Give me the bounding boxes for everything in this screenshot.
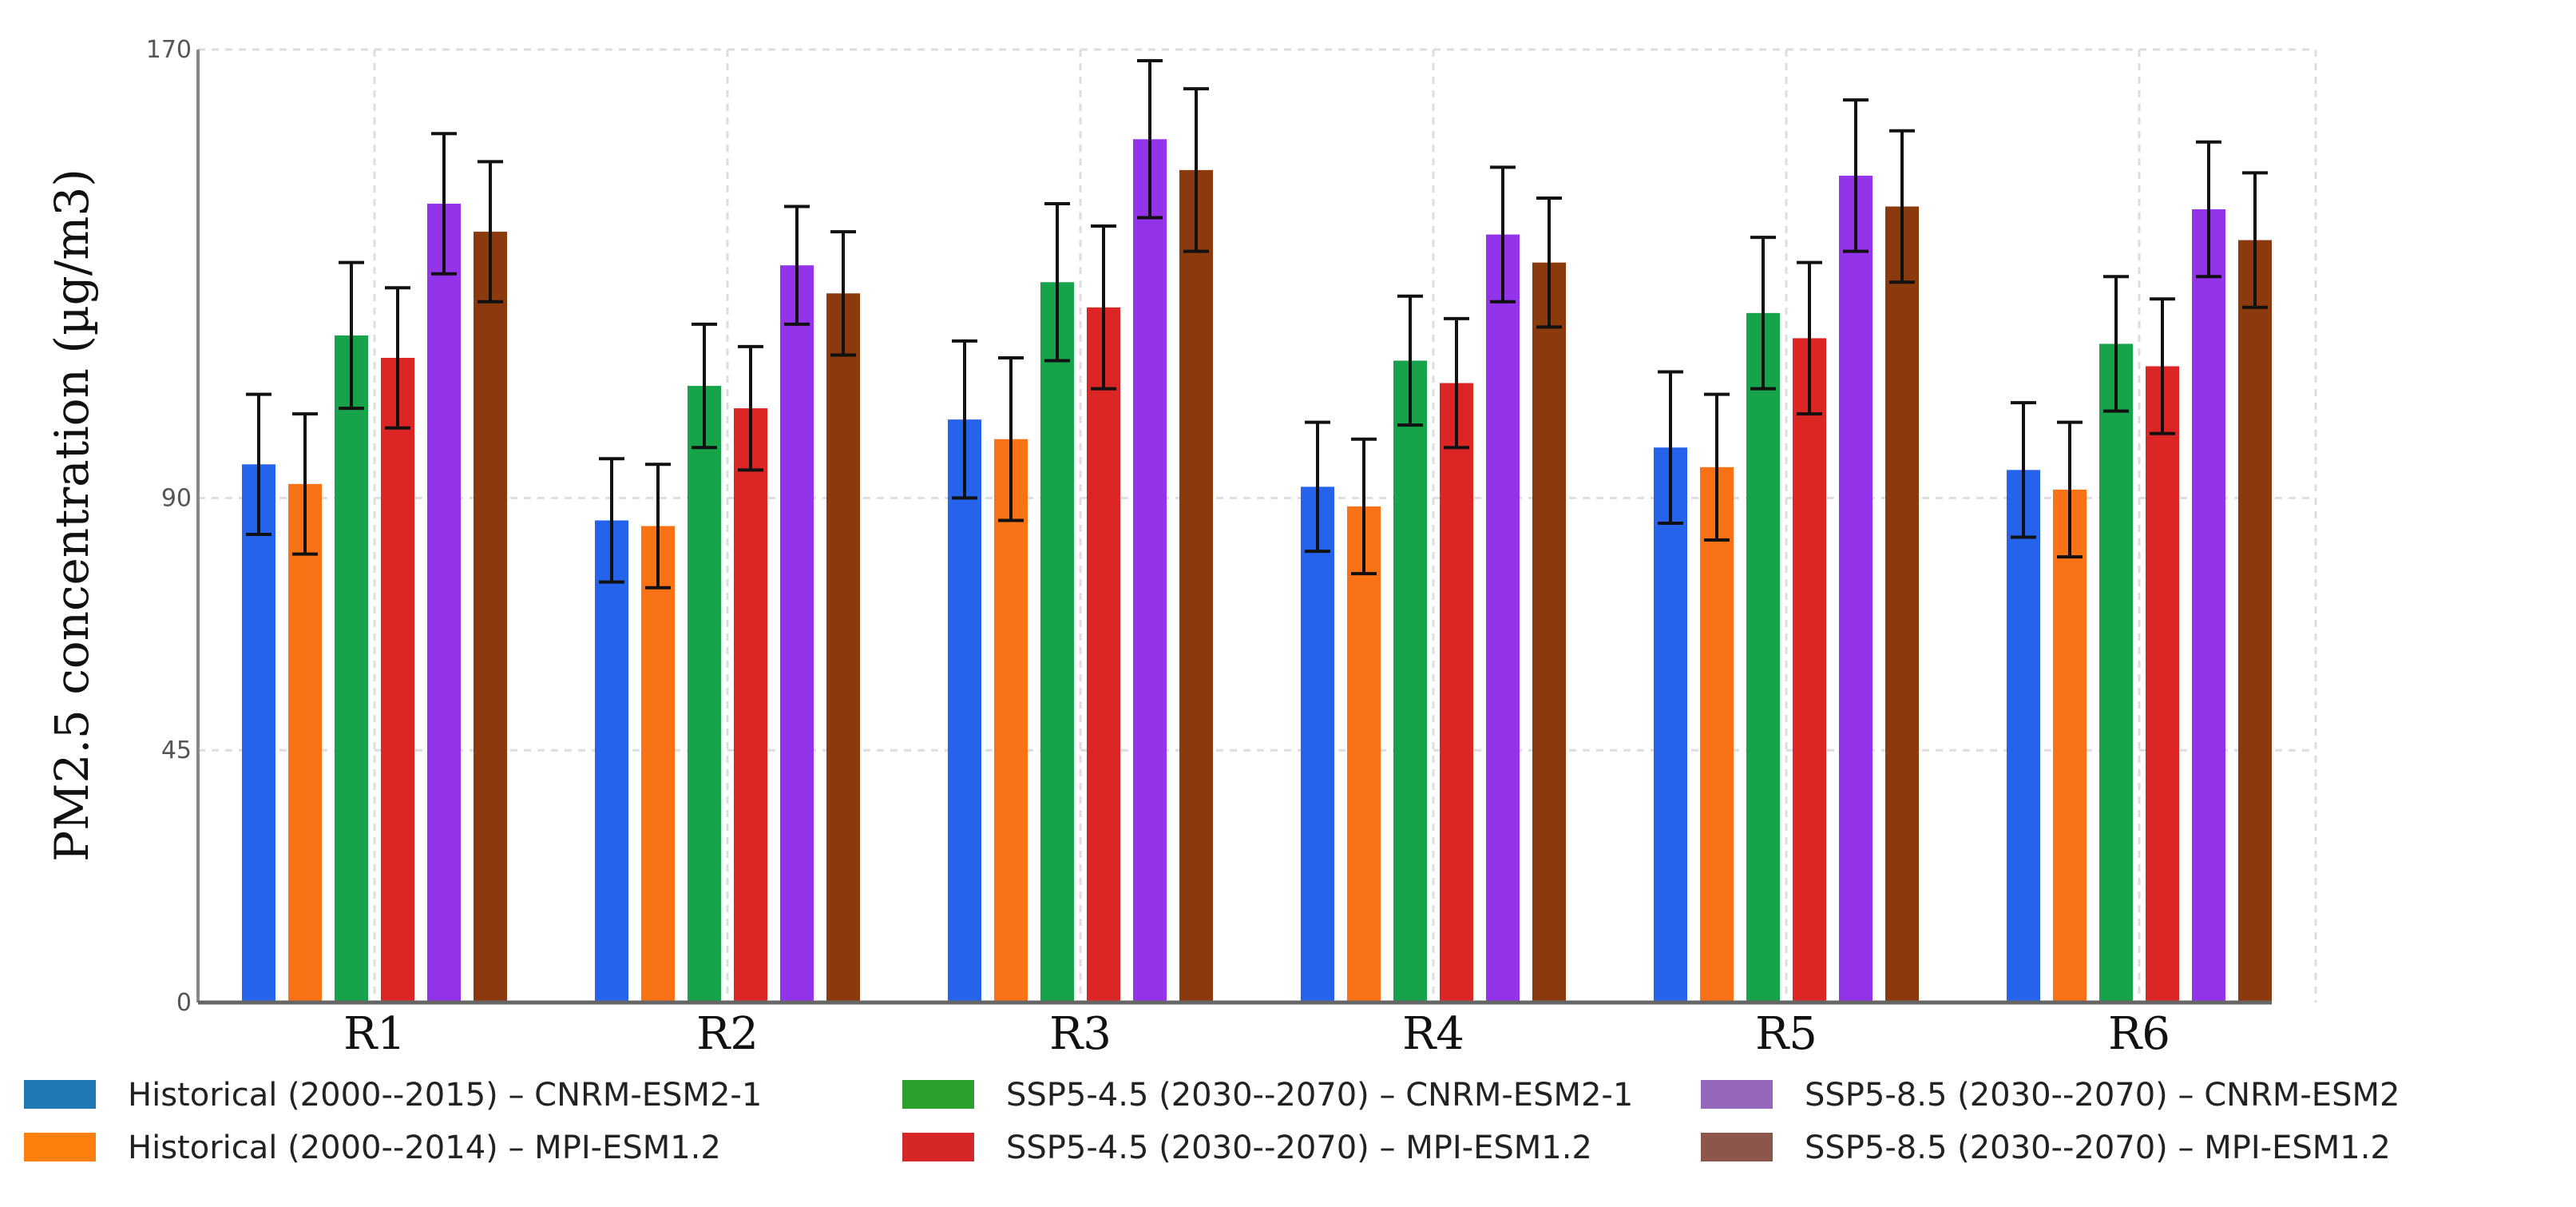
bar	[734, 408, 767, 1003]
bar	[2099, 343, 2133, 1003]
bars-layer	[242, 59, 2272, 1003]
grid-layer	[198, 48, 2317, 1003]
bar	[288, 483, 322, 1003]
bar	[1179, 169, 1213, 1003]
legend-swatch	[24, 1080, 96, 1109]
bar	[1393, 360, 1427, 1003]
bar	[2192, 209, 2225, 1003]
bar	[1700, 467, 1734, 1003]
bar	[1746, 312, 1780, 1003]
bar	[381, 357, 414, 1003]
bar	[427, 203, 461, 1003]
legend-swatch	[902, 1133, 974, 1161]
y-tick-label: 0	[176, 989, 192, 1017]
legend-label: SSP5-8.5 (2030--2070) – CNRM-ESM2	[1805, 1077, 2400, 1114]
bar	[1532, 262, 1566, 1003]
bar	[1885, 206, 1919, 1003]
bar	[1839, 175, 1873, 1003]
bar	[2007, 470, 2040, 1003]
bar	[641, 526, 675, 1003]
bar	[826, 293, 860, 1003]
x-category-label: R6	[2108, 1008, 2170, 1060]
legend-label: SSP5-4.5 (2030--2070) – MPI-ESM1.2	[1006, 1130, 1592, 1166]
bar	[1440, 383, 1473, 1003]
legend-swatch	[1701, 1080, 1773, 1109]
bar	[1133, 139, 1167, 1003]
legend-label: SSP5-8.5 (2030--2070) – MPI-ESM1.2	[1805, 1130, 2391, 1166]
bar	[948, 419, 981, 1003]
bar	[2053, 489, 2087, 1003]
x-category-label: R2	[696, 1008, 759, 1060]
legend-label: Historical (2000--2015) – CNRM-ESM2-1	[128, 1077, 762, 1114]
bar	[2238, 240, 2272, 1003]
bar	[335, 335, 368, 1003]
bar	[1040, 282, 1074, 1003]
bar	[780, 265, 814, 1003]
y-tick-label: 90	[161, 484, 192, 512]
bar	[688, 386, 721, 1003]
bar	[994, 439, 1028, 1003]
x-category-label: R5	[1755, 1008, 1817, 1060]
bar	[2146, 366, 2179, 1003]
legend: Historical (2000--2015) – CNRM-ESM2-1 His…	[24, 1077, 2400, 1166]
bar	[1654, 447, 1687, 1003]
x-category-label: R3	[1049, 1008, 1112, 1060]
legend-swatch	[24, 1133, 96, 1161]
axes-layer: 0 45 90 170 R1 R2 R3 R4 R5 R6	[146, 36, 2272, 1060]
x-category-label: R4	[1402, 1008, 1464, 1060]
bar	[1087, 307, 1120, 1003]
bar	[1793, 338, 1826, 1003]
y-axis-label: PM2.5 concentration (µg/m3)	[45, 169, 99, 862]
y-tick-label: 45	[161, 737, 192, 764]
y-tick-label: 170	[146, 36, 192, 64]
bar	[474, 232, 507, 1003]
legend-swatch	[902, 1080, 974, 1109]
bar	[595, 520, 628, 1003]
x-category-label: R1	[343, 1008, 406, 1060]
legend-label: SSP5-4.5 (2030--2070) – CNRM-ESM2-1	[1006, 1077, 1633, 1114]
bar	[1301, 486, 1334, 1003]
legend-swatch	[1701, 1133, 1773, 1161]
legend-label: Historical (2000--2014) – MPI-ESM1.2	[128, 1130, 721, 1166]
bar	[1486, 234, 1520, 1003]
bar	[1347, 506, 1381, 1003]
bar	[242, 464, 275, 1003]
